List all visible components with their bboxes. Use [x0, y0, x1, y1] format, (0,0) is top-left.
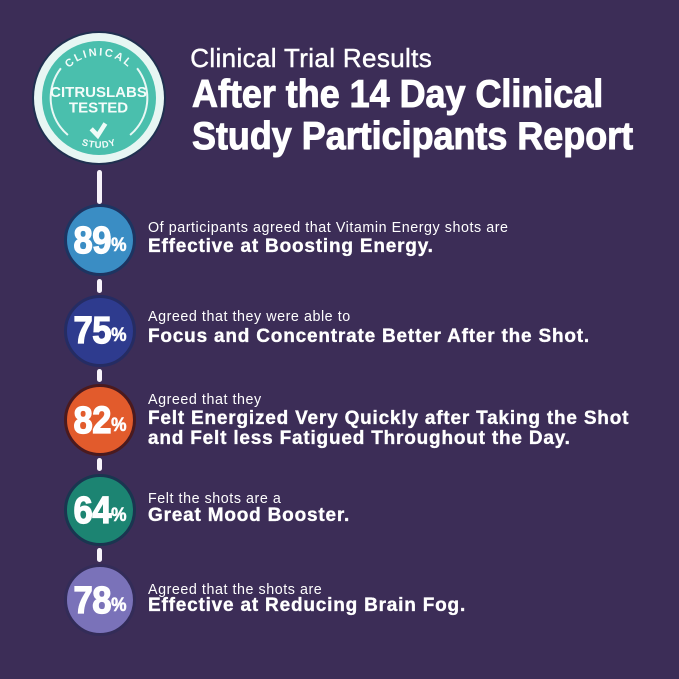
svg-text:TESTED: TESTED — [69, 100, 128, 117]
svg-text:STUDY: STUDY — [80, 137, 117, 151]
svg-text:CITRUSLABS: CITRUSLABS — [50, 84, 147, 101]
